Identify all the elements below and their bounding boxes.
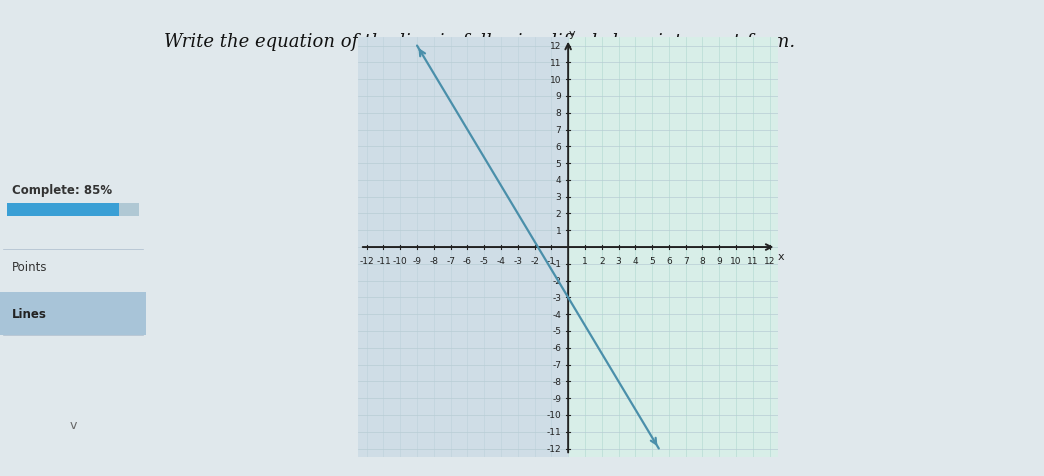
- Text: -6: -6: [552, 344, 562, 353]
- Text: 7: 7: [683, 257, 689, 266]
- Text: Complete: 85%: Complete: 85%: [11, 184, 112, 197]
- FancyBboxPatch shape: [7, 203, 139, 217]
- Text: 2: 2: [555, 209, 562, 218]
- Text: Lines: Lines: [11, 307, 47, 321]
- Text: -7: -7: [446, 257, 455, 266]
- Text: -8: -8: [429, 257, 438, 266]
- Text: 1: 1: [555, 226, 562, 235]
- Text: -6: -6: [462, 257, 472, 266]
- Text: -2: -2: [552, 277, 562, 286]
- Text: -4: -4: [552, 310, 562, 319]
- Text: -9: -9: [412, 257, 422, 266]
- Text: 9: 9: [716, 257, 722, 266]
- Text: 10: 10: [731, 257, 742, 266]
- Text: 10: 10: [550, 76, 562, 84]
- Text: -1: -1: [552, 260, 562, 269]
- Text: 5: 5: [555, 159, 562, 168]
- FancyBboxPatch shape: [7, 203, 119, 217]
- Bar: [358, 38, 568, 457]
- Text: -10: -10: [393, 257, 407, 266]
- Text: 3: 3: [555, 193, 562, 202]
- Text: 4: 4: [555, 176, 562, 185]
- Text: -10: -10: [547, 411, 562, 419]
- Text: 8: 8: [555, 109, 562, 118]
- Text: 4: 4: [633, 257, 638, 266]
- Text: x: x: [778, 252, 785, 262]
- Text: -2: -2: [530, 257, 539, 266]
- Text: -12: -12: [359, 257, 374, 266]
- Text: -7: -7: [552, 360, 562, 369]
- Text: 11: 11: [748, 257, 759, 266]
- Text: 3: 3: [616, 257, 621, 266]
- Text: -11: -11: [376, 257, 390, 266]
- Text: -4: -4: [497, 257, 505, 266]
- Text: -5: -5: [552, 327, 562, 336]
- Text: 2: 2: [599, 257, 604, 266]
- Text: Points: Points: [11, 260, 47, 273]
- Text: -3: -3: [514, 257, 522, 266]
- Text: Write the equation of the line in fully simplified slope-intercept form.: Write the equation of the line in fully …: [164, 33, 796, 51]
- Text: 12: 12: [550, 42, 562, 51]
- Text: -3: -3: [552, 293, 562, 302]
- Text: v: v: [69, 418, 77, 431]
- Text: y: y: [569, 29, 575, 39]
- Text: -1: -1: [547, 257, 555, 266]
- Text: -5: -5: [479, 257, 489, 266]
- Text: 11: 11: [550, 59, 562, 68]
- Text: 1: 1: [583, 257, 588, 266]
- Text: 6: 6: [555, 142, 562, 151]
- Text: 5: 5: [649, 257, 655, 266]
- Bar: [568, 38, 778, 457]
- Text: 6: 6: [666, 257, 671, 266]
- Text: -12: -12: [547, 444, 562, 453]
- Text: -11: -11: [547, 427, 562, 436]
- Text: -9: -9: [552, 394, 562, 403]
- Text: 12: 12: [764, 257, 776, 266]
- Text: 7: 7: [555, 126, 562, 135]
- Text: -8: -8: [552, 377, 562, 386]
- FancyBboxPatch shape: [0, 293, 146, 336]
- Text: 8: 8: [699, 257, 706, 266]
- Text: 9: 9: [555, 92, 562, 101]
